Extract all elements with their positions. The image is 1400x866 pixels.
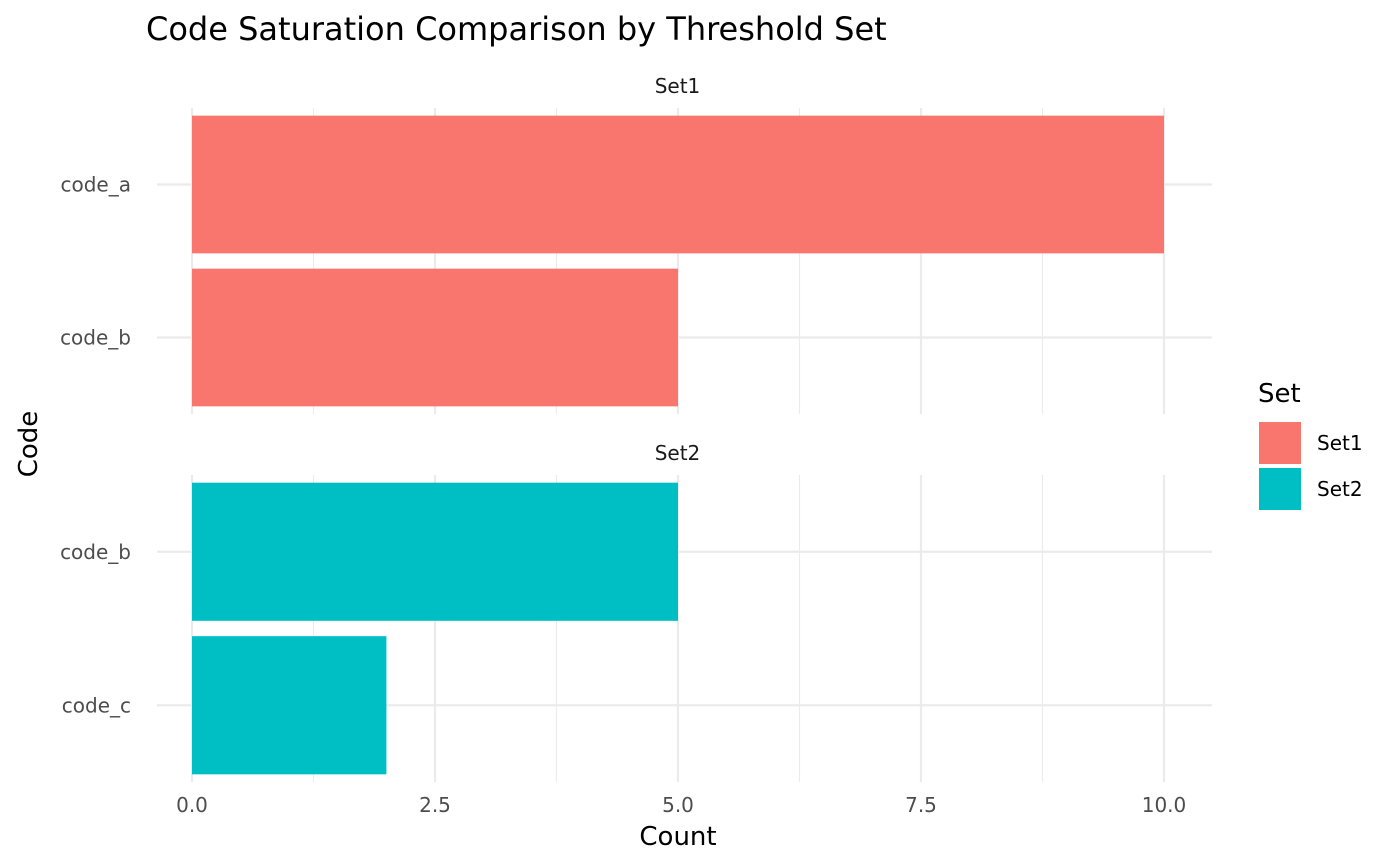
x-axis-title: Count	[639, 822, 716, 852]
bar-set1-code_b	[192, 268, 678, 407]
y-tick-label: code_b	[60, 326, 131, 350]
x-tick-label: 10.0	[1142, 793, 1187, 817]
bar-set2-code_c	[192, 636, 387, 775]
x-tick-label: 7.5	[905, 793, 937, 817]
bar-set1-code_a	[192, 115, 1164, 254]
y-tick-label: code_c	[62, 693, 131, 717]
x-tick-label: 2.5	[419, 793, 451, 817]
x-axis-ticks: 0.0 2.5 5.0 7.5 10.0	[176, 793, 1186, 817]
x-tick-label: 0.0	[176, 793, 208, 817]
legend-swatch-set2	[1259, 468, 1301, 510]
legend-swatch-set1	[1259, 422, 1301, 464]
bar-set2-code_b	[192, 482, 678, 621]
legend-label-set2: Set2	[1317, 477, 1363, 501]
legend: Set Set1 Set2	[1258, 379, 1363, 510]
legend-title: Set	[1258, 379, 1301, 409]
chart-title: Code Saturation Comparison by Threshold …	[146, 10, 887, 48]
facet-panel-set2: Set2 code_b code_c	[60, 441, 1212, 782]
y-axis-title: Code	[14, 411, 44, 478]
y-tick-label: code_a	[61, 173, 132, 197]
y-tick-label: code_b	[60, 540, 131, 564]
facet-strip-label: Set1	[655, 74, 701, 98]
legend-label-set1: Set1	[1317, 431, 1363, 455]
facet-strip-label: Set2	[655, 441, 701, 465]
facet-panel-set1: Set1 code_a code_b	[60, 74, 1212, 414]
chart-panels: Set1 code_a code_b Set2 code_b code_c	[60, 74, 1212, 782]
x-tick-label: 5.0	[662, 793, 694, 817]
